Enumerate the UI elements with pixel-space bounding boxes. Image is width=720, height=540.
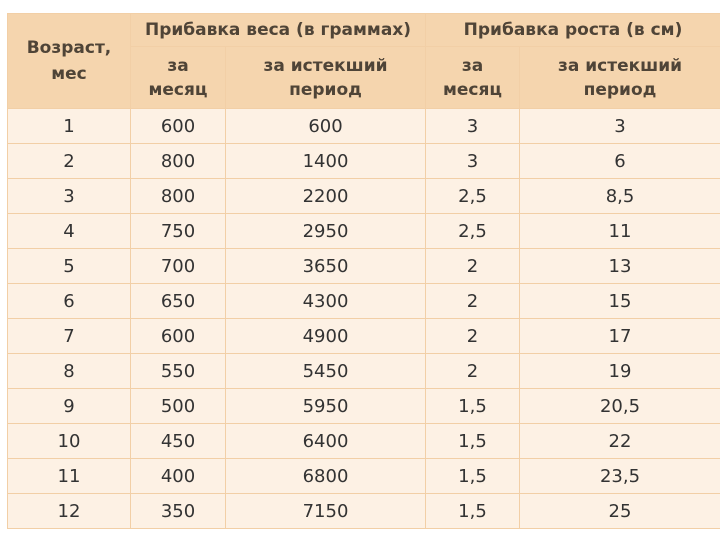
height-per-month-cell: 2,5 xyxy=(425,213,520,249)
age-cell: 6 xyxy=(7,283,131,319)
table-row: 6 650 4300 2 15 xyxy=(7,283,720,319)
infant-growth-table: Возраст, мес Прибавка веса (в граммах) П… xyxy=(7,13,720,529)
weight-per-month-cell: 450 xyxy=(130,423,226,459)
weight-per-month-cell: 750 xyxy=(130,213,226,249)
height-cumulative-cell: 25 xyxy=(518,493,720,529)
header-row-groups: Возраст, мес Прибавка веса (в граммах) П… xyxy=(7,13,720,109)
weight-cumulative-cell: 2200 xyxy=(225,178,426,214)
height-per-month-cell: 1,5 xyxy=(425,423,520,459)
height-per-month-cell: 2 xyxy=(425,318,520,354)
weight-cumulative-cell: 6800 xyxy=(225,458,426,494)
table-row: 3 800 2200 2,5 8,5 xyxy=(7,178,720,214)
age-cell: 5 xyxy=(7,248,131,284)
height-per-month-cell: 1,5 xyxy=(425,388,520,424)
weight-cumulative-cell: 600 xyxy=(225,108,426,144)
height-cumulative-cell: 17 xyxy=(518,318,720,354)
height-per-month-cell: 2 xyxy=(425,283,520,319)
height-gain-group-header: Прибавка роста (в см) xyxy=(424,13,720,47)
weight-cumulative-cell: 2950 xyxy=(225,213,426,249)
age-cell: 11 xyxy=(7,458,131,494)
age-cell: 4 xyxy=(7,213,131,249)
age-cell: 7 xyxy=(7,318,131,354)
header-row-subcolumns: за месяц за истекший период за месяц за … xyxy=(8,46,720,109)
table-row: 4 750 2950 2,5 11 xyxy=(7,213,720,249)
weight-cumulative-cell: 6400 xyxy=(225,423,426,459)
age-cell: 3 xyxy=(7,178,131,214)
age-header-text: Возраст, мес xyxy=(26,38,112,84)
age-cell: 10 xyxy=(7,423,131,459)
table-row: 1 600 600 3 3 xyxy=(7,108,720,144)
weight-per-month-cell: 500 xyxy=(130,388,226,424)
height-cumulative-cell: 23,5 xyxy=(518,458,720,494)
weight-per-month-cell: 800 xyxy=(130,143,226,179)
height-per-month-cell: 3 xyxy=(425,108,520,144)
age-column-header: Возраст, мес xyxy=(7,13,131,109)
height-per-month-cell: 2 xyxy=(425,353,520,389)
height-cumulative-cell: 11 xyxy=(518,213,720,249)
height-cumulative-cell: 22 xyxy=(518,423,720,459)
weight-per-month-header: за месяц xyxy=(130,46,226,109)
table-row: 5 700 3650 2 13 xyxy=(7,248,720,284)
age-cell: 12 xyxy=(7,493,131,529)
table-body: 1 600 600 3 3 2 800 1400 3 6 3 800 2200 … xyxy=(7,108,720,529)
weight-cumulative-cell: 4300 xyxy=(225,283,426,319)
height-per-month-cell: 2 xyxy=(425,248,520,284)
table-row: 9 500 5950 1,5 20,5 xyxy=(7,388,720,424)
height-per-month-cell: 3 xyxy=(425,143,520,179)
height-cumulative-header: за истекший период xyxy=(518,46,720,109)
weight-per-month-text: за месяц xyxy=(148,55,208,100)
age-cell: 1 xyxy=(7,108,131,144)
weight-per-month-cell: 700 xyxy=(130,248,226,284)
height-per-month-cell: 1,5 xyxy=(425,458,520,494)
height-cumulative-cell: 20,5 xyxy=(518,388,720,424)
table-row: 11 400 6800 1,5 23,5 xyxy=(7,458,720,494)
height-cumulative-cell: 19 xyxy=(518,353,720,389)
weight-cumulative-header: за истекший период xyxy=(225,46,426,109)
table-row: 8 550 5450 2 19 xyxy=(7,353,720,389)
height-cumulative-cell: 13 xyxy=(518,248,720,284)
age-cell: 2 xyxy=(7,143,131,179)
height-cumulative-text: за истекший период xyxy=(557,55,683,100)
height-per-month-text: за месяц xyxy=(442,55,503,100)
height-cumulative-cell: 6 xyxy=(518,143,720,179)
weight-per-month-cell: 550 xyxy=(130,353,226,389)
weight-cumulative-cell: 4900 xyxy=(225,318,426,354)
table-row: 12 350 7150 1,5 25 xyxy=(7,493,720,529)
height-cumulative-cell: 8,5 xyxy=(518,178,720,214)
weight-per-month-cell: 350 xyxy=(130,493,226,529)
weight-per-month-cell: 650 xyxy=(130,283,226,319)
height-cumulative-cell: 15 xyxy=(518,283,720,319)
weight-per-month-cell: 600 xyxy=(130,318,226,354)
height-per-month-cell: 1,5 xyxy=(425,493,520,529)
weight-gain-group-header: Прибавка веса (в граммах) xyxy=(130,13,426,47)
weight-cumulative-text: за истекший период xyxy=(263,55,388,100)
table-row: 7 600 4900 2 17 xyxy=(7,318,720,354)
height-group-text: Прибавка роста (в см) xyxy=(463,20,683,40)
weight-cumulative-cell: 1400 xyxy=(225,143,426,179)
age-cell: 8 xyxy=(7,353,131,389)
table-header: Возраст, мес Прибавка веса (в граммах) П… xyxy=(7,13,720,109)
height-cumulative-cell: 3 xyxy=(518,108,720,144)
height-per-month-cell: 2,5 xyxy=(425,178,520,214)
age-cell: 9 xyxy=(7,388,131,424)
height-per-month-header: за месяц xyxy=(425,46,520,109)
weight-per-month-cell: 400 xyxy=(130,458,226,494)
weight-cumulative-cell: 5450 xyxy=(225,353,426,389)
table-row: 10 450 6400 1,5 22 xyxy=(7,423,720,459)
weight-cumulative-cell: 7150 xyxy=(225,493,426,529)
table-row: 2 800 1400 3 6 xyxy=(7,143,720,179)
weight-cumulative-cell: 3650 xyxy=(225,248,426,284)
weight-group-text: Прибавка веса (в граммах) xyxy=(144,20,412,40)
weight-cumulative-cell: 5950 xyxy=(225,388,426,424)
weight-per-month-cell: 600 xyxy=(130,108,226,144)
weight-per-month-cell: 800 xyxy=(130,178,226,214)
